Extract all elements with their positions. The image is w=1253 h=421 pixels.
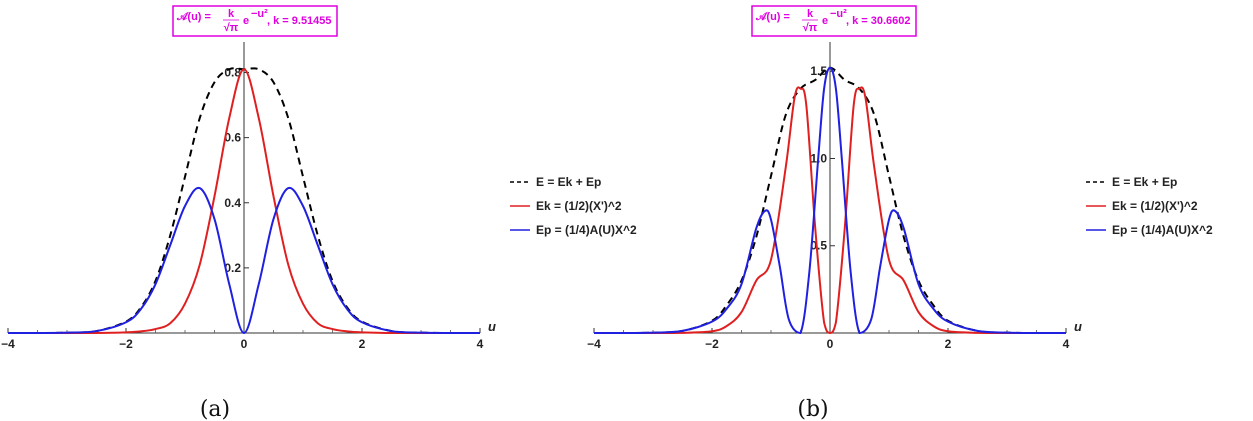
title-fraction-denominator: √π xyxy=(803,22,818,34)
chart-title-k-value: , k = 9.51455 xyxy=(267,15,332,27)
chart-title-lhs: 𝒜(u) = xyxy=(755,11,790,23)
title-exponent: −u² xyxy=(251,8,268,20)
y-tick-label: 0.2 xyxy=(224,261,241,275)
title-fraction-denominator: √π xyxy=(224,22,239,34)
title-exponential-base: e xyxy=(243,15,249,27)
x-tick-label: −4 xyxy=(1,337,15,351)
chart-title-lhs: 𝒜(u) = xyxy=(176,11,211,23)
x-axis-label: u xyxy=(1074,319,1082,334)
x-tick-label: −2 xyxy=(119,337,133,351)
chart-title-box xyxy=(172,5,338,37)
kinetic-energy-curve xyxy=(7,68,480,335)
x-tick-label: 0 xyxy=(241,337,248,351)
chart-title-box xyxy=(751,5,917,37)
x-tick-label: 4 xyxy=(477,337,484,351)
x-tick-label: 2 xyxy=(945,337,952,351)
legend-entry: Ep = (1/4)A(U)X^2 xyxy=(1112,223,1213,237)
y-tick-label: 0.6 xyxy=(224,131,241,145)
y-tick-label: 0.5 xyxy=(810,239,827,253)
panel-label: (a) xyxy=(200,397,230,421)
potential-energy-curve xyxy=(7,186,480,335)
x-tick-label: 0 xyxy=(827,337,834,351)
kinetic-energy-curve xyxy=(593,86,1066,335)
x-tick-label: −2 xyxy=(705,337,719,351)
y-tick-label: 0.4 xyxy=(224,196,241,210)
title-fraction-numerator: k xyxy=(228,8,235,20)
potential-energy-curve xyxy=(593,66,1066,335)
title-exponent: −u² xyxy=(830,8,847,20)
title-fraction-numerator: k xyxy=(807,8,814,20)
legend-entry: Ek = (1/2)(X')^2 xyxy=(1112,199,1198,213)
x-tick-label: −4 xyxy=(587,337,601,351)
panel-label: (b) xyxy=(797,397,828,421)
x-tick-label: 4 xyxy=(1063,337,1070,351)
legend-entry: E = Ek + Ep xyxy=(536,175,601,189)
chart-title-k-value: , k = 30.6602 xyxy=(846,15,911,27)
legend-entry: Ep = (1/4)A(U)X^2 xyxy=(536,223,637,237)
y-tick-label: 1.5 xyxy=(810,64,827,78)
chart-title: 𝒜(u) = k √π e−u², k = 9.51455 xyxy=(176,8,332,34)
title-exponential-base: e xyxy=(822,15,828,27)
legend-entry: E = Ek + Ep xyxy=(1112,175,1177,189)
legend-entry: Ek = (1/2)(X')^2 xyxy=(536,199,622,213)
x-axis-label: u xyxy=(488,319,496,334)
chart-title: 𝒜(u) = k √π e−u², k = 30.6602 xyxy=(755,8,911,34)
x-tick-label: 2 xyxy=(359,337,366,351)
